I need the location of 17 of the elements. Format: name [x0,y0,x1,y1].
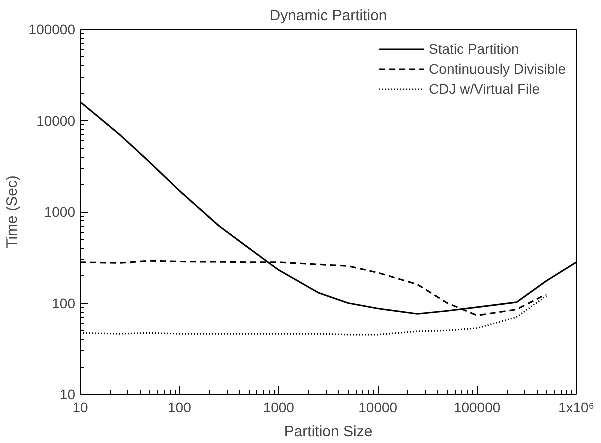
x-tick-label: 100 [168,400,192,416]
legend-label: CDJ w/Virtual File [429,81,540,97]
x-axis-title: Partition Size [284,424,373,440]
x-tick-label: 1000 [263,400,295,416]
legend-label: Continuously Divisible [429,61,566,77]
y-tick-label: 100 [52,295,76,312]
y-axis-title: Time (Sec) [4,176,21,248]
y-tick-label: 10 [60,386,76,402]
y-tick-label: 1000 [44,204,76,220]
legend-label: Static Partition [429,41,520,57]
x-tick-label: 10000 [358,400,398,416]
y-tick-label: 100000 [28,22,76,38]
y-tick-label: 10000 [36,112,76,129]
chart-title: Dynamic Partition [270,8,388,24]
x-tick-label: 10 [72,400,88,416]
x-tick-label: 1x10⁶ [558,400,595,416]
x-tick-label: 100000 [454,400,501,416]
